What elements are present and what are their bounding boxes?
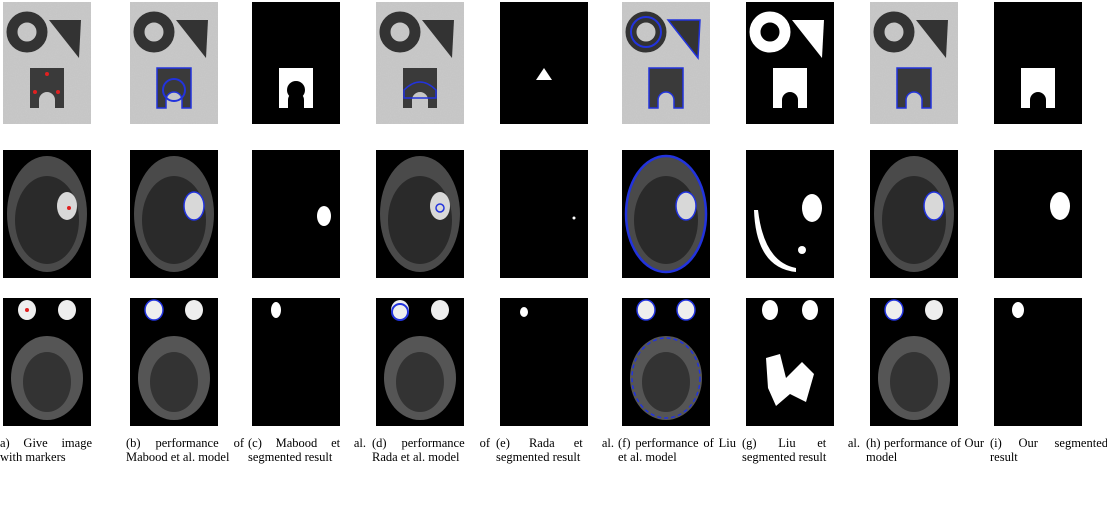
image-background: [252, 298, 340, 426]
segment: [798, 246, 806, 254]
marker: [56, 90, 60, 94]
segment: [271, 302, 281, 318]
image-background: [994, 2, 1082, 124]
panel-image: [500, 150, 588, 278]
caption: a) Give image with markers: [0, 436, 92, 464]
caption: (h) performance of Our model: [866, 436, 984, 464]
caption: (f) performance of Liu et al. model: [618, 436, 736, 464]
segment: [802, 300, 818, 320]
panel-image: [870, 2, 958, 124]
segment-hole: [287, 81, 305, 99]
tissue: [15, 176, 79, 264]
panel-image: [622, 150, 710, 278]
brain-inner: [23, 352, 71, 412]
marker: [45, 72, 49, 76]
segment: [1012, 302, 1024, 318]
caption: (g) Liu et al. segmented result: [742, 436, 860, 464]
figure-panels: [0, 0, 1107, 432]
eye: [185, 300, 203, 320]
brain-inner: [890, 352, 938, 412]
panel-image: [376, 150, 464, 278]
panel-image: [746, 2, 834, 124]
panel-image: [252, 150, 340, 278]
marker: [33, 90, 37, 94]
segment: [573, 217, 576, 220]
panel-image: [130, 150, 218, 278]
brain-inner: [396, 352, 444, 412]
image-background: [500, 150, 588, 278]
segment: [317, 206, 331, 226]
page-body: a) Give image with markers (b) performanc…: [0, 0, 1107, 522]
caption: (e) Rada et al. segmented result: [496, 436, 614, 464]
panel-image: [994, 2, 1082, 124]
panel-image: [3, 2, 91, 124]
panel-image: [500, 2, 588, 124]
eye: [431, 300, 449, 320]
image-background: [994, 298, 1082, 426]
image-background: [500, 2, 588, 124]
panel-image: [870, 150, 958, 278]
marker: [67, 206, 71, 210]
brain-inner: [150, 352, 198, 412]
tissue: [388, 176, 452, 264]
image-background: [500, 298, 588, 426]
segment: [1050, 192, 1070, 220]
panel-image: [994, 298, 1082, 426]
panel-image: [622, 2, 710, 124]
panel-image: [130, 2, 218, 124]
panel-image: [500, 298, 588, 426]
panel-image: [870, 298, 958, 426]
panel-image: [994, 150, 1082, 278]
brain-inner: [642, 352, 690, 412]
eye: [58, 300, 76, 320]
segment: [520, 307, 528, 317]
panel-image: [376, 2, 464, 124]
panel-image: [746, 298, 834, 426]
caption: (b) performance of Mabood et al. model: [126, 436, 244, 464]
caption: (d) performance of Rada et al. model: [372, 436, 490, 464]
eye: [925, 300, 943, 320]
page: {"figure": {"captions": [ "a) Give image…: [0, 0, 1107, 522]
panel-image: [746, 150, 834, 278]
caption: (c) Mabood et al. segmented result: [248, 436, 366, 464]
lesion: [57, 192, 77, 220]
image-background: [252, 2, 340, 124]
segment: [762, 300, 778, 320]
panel-image: [3, 298, 91, 426]
panel-image: [376, 298, 464, 426]
panel-image: [3, 150, 91, 278]
panel-image: [622, 298, 710, 426]
caption: (i) Our segmented result: [990, 436, 1107, 464]
panel-image: [130, 298, 218, 426]
panel-image: [252, 298, 340, 426]
lesion: [430, 192, 450, 220]
panel-image: [252, 2, 340, 124]
segment: [802, 194, 822, 222]
marker: [25, 308, 29, 312]
image-background: [994, 150, 1082, 278]
image-background: [746, 298, 834, 426]
